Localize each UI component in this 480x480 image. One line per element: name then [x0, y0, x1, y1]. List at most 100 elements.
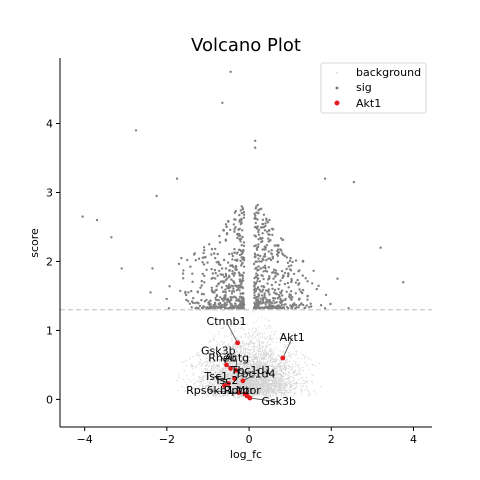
- background-point: [288, 380, 290, 382]
- background-point: [276, 373, 278, 375]
- background-point: [282, 350, 284, 353]
- background-point: [297, 371, 299, 373]
- background-point: [311, 381, 313, 383]
- sig-point: [238, 213, 241, 217]
- background-point: [205, 357, 208, 360]
- background-point: [248, 363, 250, 365]
- background-point: [293, 379, 295, 381]
- background-point: [290, 381, 292, 384]
- background-point: [282, 374, 284, 376]
- background-point: [286, 381, 288, 383]
- background-point: [270, 360, 272, 362]
- background-point: [290, 343, 292, 345]
- sig-point: [232, 287, 235, 291]
- sig-point: [241, 273, 244, 277]
- background-point: [217, 383, 219, 386]
- background-point: [275, 360, 277, 362]
- sig-point: [226, 261, 230, 264]
- background-point: [257, 340, 259, 342]
- sig-point: [220, 267, 224, 270]
- background-point: [265, 388, 267, 390]
- sig-point: [301, 274, 304, 277]
- background-point: [249, 335, 251, 337]
- background-point: [225, 368, 227, 370]
- background-point: [276, 376, 278, 378]
- sig-point: [168, 285, 171, 288]
- background-point: [269, 358, 271, 360]
- background-point: [293, 374, 295, 376]
- background-point: [283, 375, 285, 377]
- background-point: [192, 366, 194, 368]
- sig-point: [261, 232, 264, 235]
- background-point: [210, 357, 212, 359]
- sig-point: [255, 227, 259, 230]
- background-point: [295, 386, 298, 388]
- sig-point: [210, 247, 214, 251]
- sig-point: [259, 297, 262, 300]
- sig-point: [285, 256, 288, 259]
- sig-point: [283, 271, 287, 275]
- background-point: [239, 347, 241, 350]
- background-point: [269, 386, 271, 388]
- background-point: [264, 356, 266, 358]
- background-point: [288, 391, 290, 393]
- background-point: [275, 370, 277, 372]
- background-point: [300, 386, 302, 388]
- background-point: [285, 387, 287, 389]
- sig-point: [214, 271, 217, 275]
- background-point: [195, 366, 197, 368]
- background-point: [241, 346, 243, 348]
- sig-point: [203, 274, 206, 278]
- background-point: [240, 356, 242, 358]
- background-point: [241, 343, 243, 345]
- background-point: [252, 347, 254, 350]
- background-point: [237, 396, 239, 399]
- background-point: [280, 365, 282, 367]
- background-point: [198, 363, 200, 365]
- background-point: [253, 348, 255, 350]
- background-point: [276, 374, 278, 376]
- sig-point: [200, 284, 203, 287]
- background-point: [232, 344, 234, 346]
- background-point: [206, 393, 208, 395]
- sig-point: [271, 233, 274, 237]
- sig-point: [281, 252, 284, 255]
- background-point: [260, 357, 262, 359]
- background-point: [288, 377, 290, 379]
- background-point: [270, 350, 272, 353]
- background-point: [290, 395, 292, 397]
- sig-point: [257, 243, 260, 246]
- background-point: [262, 381, 264, 383]
- background-point: [198, 354, 200, 356]
- sig-point: [179, 289, 182, 293]
- sig-point: [182, 277, 185, 280]
- background-point: [254, 336, 256, 338]
- sig-point: [216, 274, 219, 277]
- sig-point: [263, 306, 267, 309]
- background-point: [261, 333, 264, 335]
- background-point: [258, 342, 260, 344]
- sig-point: [191, 272, 194, 275]
- background-point: [280, 362, 282, 364]
- background-point: [266, 366, 268, 368]
- background-point: [267, 393, 269, 395]
- background-point: [270, 353, 273, 355]
- sig-point: [276, 273, 280, 276]
- background-point: [268, 356, 271, 358]
- background-point: [309, 393, 311, 395]
- sig-point: [202, 246, 206, 249]
- background-point: [267, 357, 269, 359]
- background-point: [243, 345, 245, 347]
- background-point: [284, 362, 286, 364]
- sig-point: [218, 269, 221, 272]
- background-point: [212, 352, 215, 355]
- background-point: [281, 381, 283, 383]
- background-point: [230, 361, 232, 363]
- sig-point: [213, 302, 217, 306]
- background-point: [196, 380, 198, 382]
- sig-point: [234, 226, 237, 229]
- background-point: [186, 383, 188, 385]
- background-point: [276, 384, 278, 386]
- background-point: [260, 370, 262, 372]
- background-point: [240, 386, 242, 388]
